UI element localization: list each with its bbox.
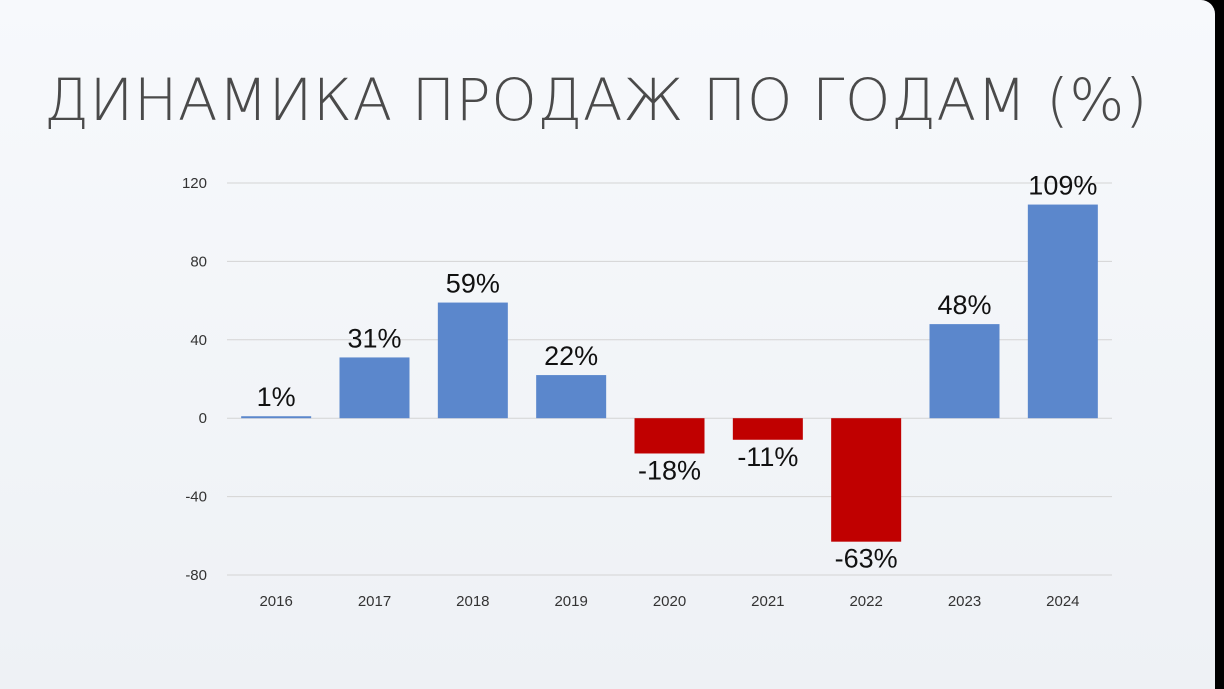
y-tick-label: 0 — [199, 410, 207, 427]
y-tick-label: 80 — [190, 253, 207, 270]
x-tick-label: 2022 — [849, 593, 882, 610]
x-tick-label: 2023 — [948, 593, 981, 610]
x-tick-label: 2024 — [1046, 593, 1079, 610]
x-tick-label: 2018 — [456, 593, 489, 610]
data-label: 109% — [1028, 171, 1097, 201]
x-tick-label: 2021 — [751, 593, 784, 610]
bar-2021 — [732, 418, 803, 440]
data-label: 31% — [347, 323, 401, 353]
data-label: 1% — [257, 382, 296, 412]
bar-2024 — [1027, 204, 1098, 419]
data-label: 59% — [446, 269, 500, 299]
bar-2020 — [634, 418, 705, 454]
y-tick-label: 120 — [182, 175, 207, 192]
y-tick-label: -40 — [185, 489, 207, 506]
bar-2019 — [536, 375, 607, 419]
bar-2022 — [831, 418, 902, 542]
x-tick-label: 2016 — [259, 593, 292, 610]
data-label: -11% — [737, 442, 798, 472]
y-tick-label: -80 — [185, 567, 207, 584]
bars — [241, 204, 1098, 542]
data-label: 22% — [544, 341, 598, 371]
bar-2018 — [437, 302, 508, 419]
x-tick-label: 2019 — [554, 593, 587, 610]
data-label: -63% — [835, 544, 898, 574]
bar-2016 — [241, 416, 312, 419]
labels: 120 80 40 0 -40 -80 1% 2016 31% 2017 59% 2018 22% 201… — [182, 171, 1097, 610]
chart-title: ДИНАМИКА ПРОДАЖ ПО ГОДАМ (%) — [44, 66, 1149, 134]
data-label: 48% — [937, 290, 991, 320]
bar-2017 — [339, 357, 410, 419]
x-tick-label: 2020 — [653, 593, 686, 610]
y-tick-label: 40 — [190, 332, 207, 349]
data-label: -18% — [638, 455, 701, 485]
bar-2023 — [929, 324, 1000, 419]
x-tick-label: 2017 — [358, 593, 391, 610]
